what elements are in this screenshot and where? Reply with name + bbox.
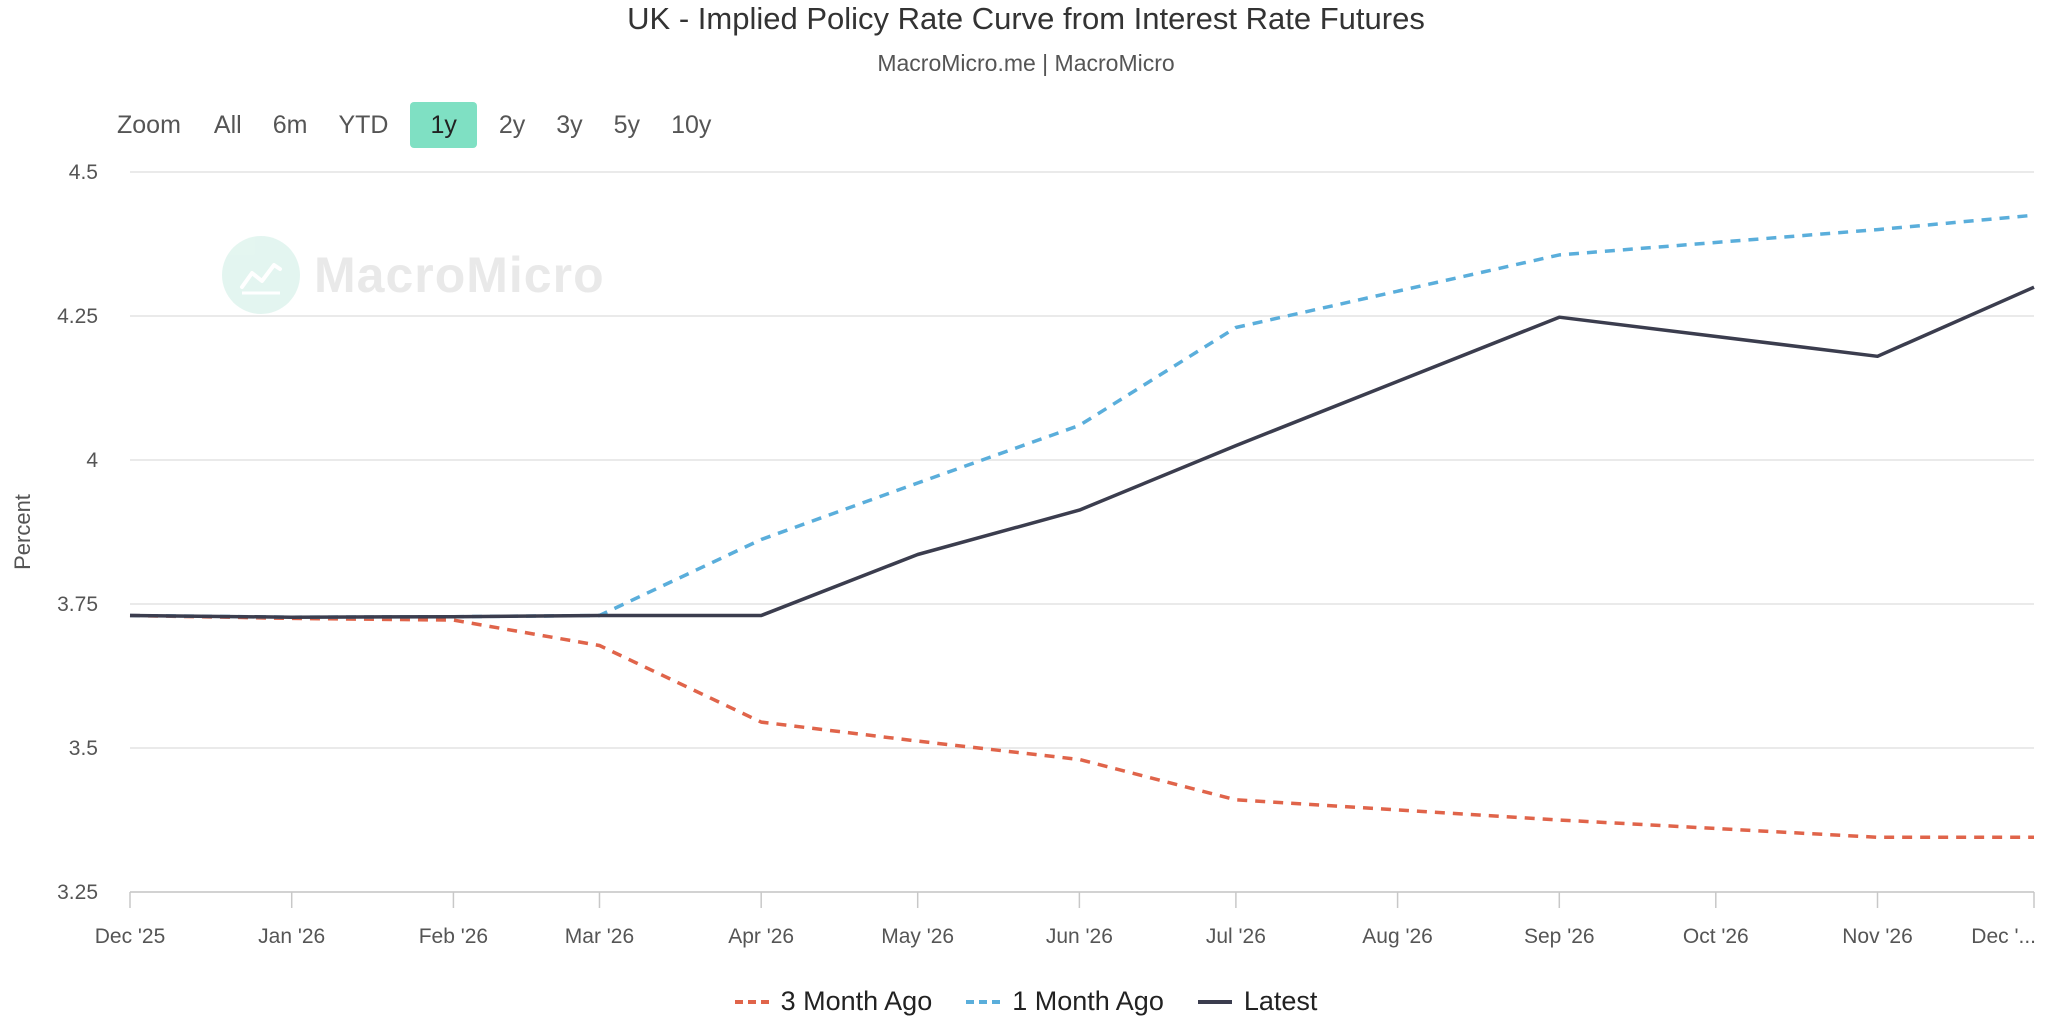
series-layer [129,213,2035,840]
zoom-all-button[interactable]: All [213,111,242,139]
y-axis-label: Percent [10,494,35,570]
x-tick-label: Feb '26 [419,925,488,948]
watermark-logo-icon [222,236,300,314]
x-tick-label: Mar '26 [565,925,634,948]
x-tick-label: Dec '25 [95,925,166,948]
y-tick-label: 3.5 [69,737,98,760]
y-tick-label: 4 [86,449,98,472]
zoom-bar: Zoom All 6m YTD 1y 2y 3y 5y 10y [117,102,733,148]
x-tick-label: May '26 [881,925,954,948]
y-tick-label: 4.5 [69,161,98,184]
y-tick-label: 3.75 [57,593,98,616]
x-tick-label: Nov '26 [1842,925,1913,948]
chart-title: UK - Implied Policy Rate Curve from Inte… [627,1,1425,36]
x-tick-label: Jun '26 [1046,925,1113,948]
zoom-5y-button[interactable]: 5y [613,111,641,139]
series-latest-line [129,285,2035,619]
y-tick-label: 3.25 [57,881,98,904]
axis-layer: 4.5 4.25 4 3.75 3.5 3.25 Dec '25 Jan '26 Feb '26… [57,161,2036,948]
watermark: MacroMicro [222,236,605,314]
legend-item-latest[interactable]: Latest [1197,986,1318,1017]
legend-label: 3 Month Ago [780,986,933,1016]
x-tick-label: Jul '26 [1206,925,1266,948]
zoom-2y-button[interactable]: 2y [498,111,526,139]
chart-subtitle: MacroMicro.me | MacroMicro [877,50,1175,76]
legend-swatch-latest [1197,999,1232,1004]
x-tick-label: Oct '26 [1683,925,1749,948]
zoom-ytd-button[interactable]: YTD [338,111,389,139]
x-tick-label: Sep '26 [1524,925,1595,948]
grid-layer [130,171,2034,893]
series-1-month-ago-line [129,213,2035,619]
legend-swatch-1-month-ago [966,999,1001,1004]
x-tick-label: Jan '26 [258,925,325,948]
zoom-label: Zoom [117,110,181,139]
y-tick-label: 4.25 [57,305,98,328]
watermark-text: MacroMicro [314,247,605,303]
x-tick-label: Apr '26 [728,925,794,948]
zoom-10y-button[interactable]: 10y [671,111,712,139]
legend: 3 Month Ago 1 Month Ago Latest [0,986,2052,1017]
legend-item-3-month-ago[interactable]: 3 Month Ago [734,986,933,1017]
x-tick-label: Aug '26 [1362,925,1433,948]
x-tick-label: Dec '... [1971,925,2036,948]
series-3-month-ago-line [129,613,2034,840]
zoom-6m-button[interactable]: 6m [272,111,308,139]
zoom-3y-button[interactable]: 3y [556,111,583,139]
legend-swatch-3-month-ago [734,999,769,1004]
legend-label: 1 Month Ago [1012,986,1164,1016]
legend-item-1-month-ago[interactable]: 1 Month Ago [966,986,1164,1017]
zoom-1y-button[interactable]: 1y [410,102,477,148]
legend-label: Latest [1243,986,1318,1016]
